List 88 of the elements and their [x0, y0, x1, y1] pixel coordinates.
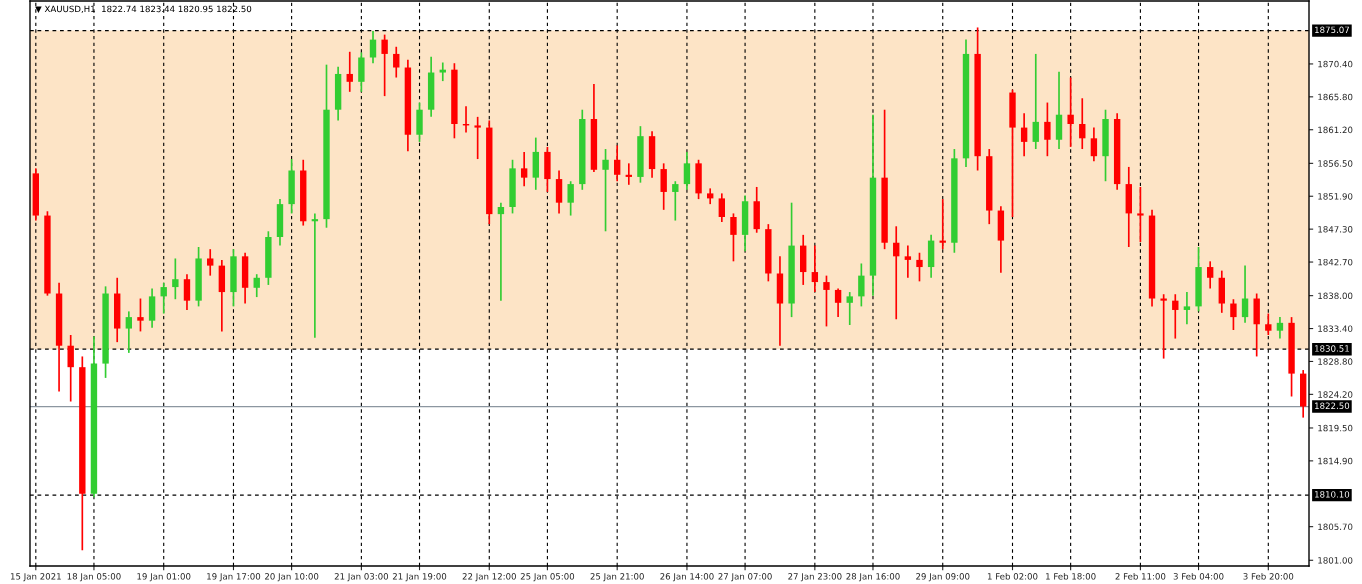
candlestick [160, 281, 167, 315]
y-tick-label: 1847.30 [1318, 226, 1353, 233]
candlestick [207, 248, 214, 277]
y-tick-label: 1814.90 [1318, 457, 1353, 465]
x-tick-label: 19 Jan 01:00 [137, 573, 191, 582]
x-tick-label: 25 Jan 21:00 [590, 573, 644, 582]
candlestick [125, 310, 133, 354]
y-tick-label: 1819.50 [1318, 424, 1353, 432]
candlestick [916, 251, 923, 283]
candlestick [381, 33, 388, 97]
candlestick [393, 45, 400, 79]
y-tick-label: 1861.20 [1318, 126, 1353, 134]
x-tick-label: 2 Feb 11:00 [1115, 572, 1166, 580]
candlestick [1090, 126, 1098, 163]
ref-line-label: 1810.10 [1315, 491, 1350, 498]
ref-line-label: 1822.50 [1315, 402, 1350, 410]
candlestick [172, 257, 179, 301]
candlestick [369, 30, 377, 65]
candlestick [346, 50, 353, 93]
y-tick-label: 1801.00 [1318, 557, 1353, 564]
candlestick [718, 192, 726, 223]
x-tick-label: 22 Jan 12:00 [462, 573, 516, 582]
candlestick [904, 244, 912, 279]
chart-title: ▼ XAUUSD,H1 1822.74 1823.44 1820.95 1822.50 [35, 5, 252, 14]
candlestick [439, 61, 446, 82]
candlestick [520, 151, 528, 188]
candlestick [613, 144, 621, 183]
x-tick-label: 21 Jan 19:00 [392, 573, 447, 582]
x-tick-label: 19 Jan 17:00 [207, 573, 261, 582]
x-tick-label: 3 Feb 20:00 [1243, 572, 1294, 580]
candlestick [1265, 312, 1272, 336]
x-tick-label: 15 Jan 2021 [10, 573, 61, 582]
candlestick [183, 273, 191, 311]
candlestick [1276, 316, 1284, 340]
candlestick [1137, 186, 1144, 243]
y-tick-label: 1828.80 [1318, 358, 1353, 365]
x-tick-label: 27 Jan 07:00 [718, 573, 772, 582]
x-tick-label: 28 Jan 16:00 [846, 573, 900, 582]
candlestick [1160, 293, 1167, 360]
y-tick-label: 1824.20 [1318, 391, 1353, 398]
candlestick [1230, 298, 1237, 331]
candlestick [474, 116, 481, 160]
candlestick [567, 180, 574, 217]
candlestick [137, 297, 144, 333]
x-tick-label: 27 Jan 23:00 [788, 573, 842, 582]
candlestick [846, 291, 853, 326]
candlestick [823, 274, 830, 328]
y-tick-label: 1842.70 [1318, 258, 1353, 266]
candlestick [497, 201, 505, 302]
candlestick [834, 287, 842, 318]
candlestick [1020, 112, 1028, 158]
x-tick-label: 18 Jan 05:00 [67, 573, 121, 582]
candlestick [672, 180, 679, 222]
x-tick-label: 21 Jan 03:00 [334, 573, 389, 582]
x-tick-label: 25 Jan 05:00 [520, 573, 575, 582]
y-tick-label: 1856.50 [1318, 160, 1353, 167]
candlestick [730, 212, 737, 263]
candlestick [253, 273, 260, 298]
candlestick [1241, 264, 1249, 324]
y-tick-label: 1851.90 [1318, 193, 1353, 200]
x-tick-label: 1 Feb 18:00 [1046, 572, 1096, 580]
y-tick-label: 1833.40 [1318, 325, 1353, 332]
x-tick-label: 29 Jan 09:00 [916, 573, 970, 582]
y-tick-label: 1838.00 [1318, 292, 1353, 300]
candlestick [660, 162, 667, 211]
candlestick [67, 334, 74, 403]
x-tick-label: 20 Jan 10:00 [264, 573, 319, 582]
candlestick [811, 244, 819, 293]
ref-line-label: 1875.07 [1315, 26, 1349, 34]
candlestick [683, 151, 691, 191]
y-tick-label: 1865.80 [1318, 93, 1353, 101]
candlestick [858, 262, 865, 308]
candlestick [1206, 260, 1214, 290]
x-tick-label: 3 Feb 04:00 [1173, 572, 1224, 580]
y-tick-label: 1805.70 [1318, 523, 1353, 531]
candlestick [1044, 101, 1051, 158]
candlestick [893, 225, 900, 321]
candlestick [1172, 293, 1179, 340]
candlestick [1067, 76, 1074, 148]
candlestick [1079, 97, 1086, 150]
ref-line-label: 1830.51 [1315, 345, 1349, 352]
y-tick-label: 1870.40 [1318, 60, 1353, 68]
x-tick-label: 26 Jan 14:00 [660, 573, 714, 582]
candlestick [555, 169, 563, 215]
x-tick-label: 1 Feb 02:00 [987, 572, 1038, 580]
candlestick [1032, 53, 1039, 150]
candlestick [602, 148, 609, 233]
candlestick [1183, 291, 1191, 326]
